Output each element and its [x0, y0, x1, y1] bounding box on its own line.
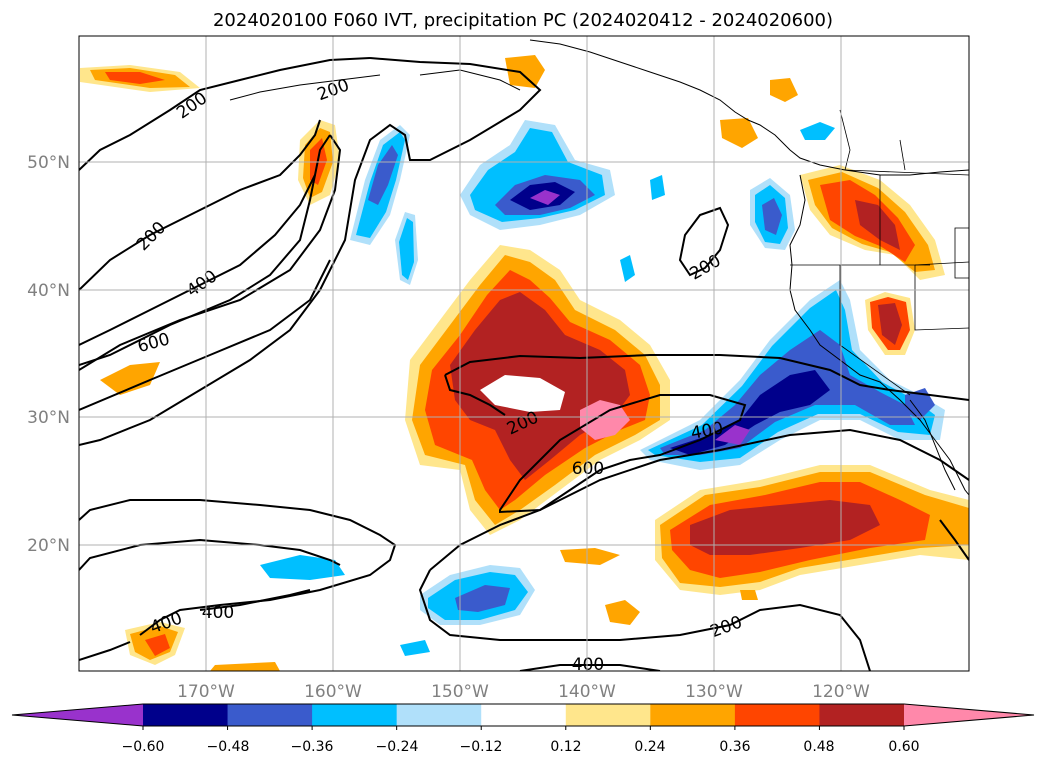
lat-tick-label: 40°N	[27, 281, 70, 301]
lat-tick-label: 50°N	[27, 153, 70, 173]
colorbar-tick-label: 0.48	[803, 739, 834, 755]
lon-tick-label: 170°W	[177, 682, 235, 702]
lon-tick-label: 130°W	[685, 682, 743, 702]
map-frame	[78, 35, 970, 672]
positive-anomaly-southeast	[655, 465, 969, 595]
lon-tick-labels: 170°W 160°W 150°W 140°W 130°W 120°W	[177, 682, 870, 702]
colorbar	[11, 703, 1035, 730]
political-boundaries	[790, 109, 969, 396]
lon-tick-label: 120°W	[812, 682, 870, 702]
lat-tick-label: 20°N	[27, 536, 70, 556]
colorbar-segment	[650, 704, 736, 726]
gridlines	[79, 36, 969, 671]
colorbar-segment	[734, 704, 820, 726]
colorbar-segment	[819, 704, 905, 726]
colorbar-tick-label: −0.24	[376, 739, 419, 755]
lon-tick-label: 140°W	[558, 682, 616, 702]
contour-label: 400	[202, 603, 234, 623]
map-area: 200 200 200 200 400 600 200 400 600 400 …	[79, 36, 969, 675]
negative-anomaly-regions	[260, 120, 945, 656]
colorbar-segment	[565, 704, 651, 726]
colorbar-segment	[143, 704, 229, 726]
colorbar-tick-label: −0.36	[291, 739, 334, 755]
colorbar-segment	[227, 704, 313, 726]
contour-label: 600	[572, 459, 604, 479]
colorbar-extend-high	[904, 704, 1034, 726]
colorbar-segment	[481, 704, 567, 726]
coastline	[229, 39, 969, 496]
lat-tick-label: 30°N	[27, 408, 70, 428]
lat-tick-labels: 50°N 40°N 30°N 20°N	[27, 153, 70, 556]
contour-label: 400	[572, 655, 604, 675]
colorbar-tick-labels: −0.60 −0.48 −0.36 −0.24 −0.12 0.12 0.24 …	[122, 739, 920, 755]
colorbar-tick-label: −0.60	[122, 739, 165, 755]
colorbar-tick-label: −0.48	[207, 739, 250, 755]
figure-title: 2024020100 F060 IVT, precipitation PC (2…	[213, 10, 833, 31]
positive-anomaly-northwest	[800, 165, 945, 355]
colorbar-tick-label: 0.24	[634, 739, 665, 755]
colorbar-segment	[312, 704, 398, 726]
lon-tick-label: 150°W	[431, 682, 489, 702]
colorbar-tick-label: 0.12	[550, 739, 581, 755]
colorbar-tick-label: 0.36	[719, 739, 750, 755]
ivt-contours	[79, 57, 969, 671]
colorbar-tick-label: 0.60	[888, 739, 919, 755]
colorbar-extend-low	[12, 704, 143, 726]
lon-tick-label: 160°W	[304, 682, 362, 702]
positive-anomaly-central	[405, 245, 670, 535]
colorbar-tick-label: −0.12	[460, 739, 503, 755]
colorbar-segment	[396, 704, 482, 726]
